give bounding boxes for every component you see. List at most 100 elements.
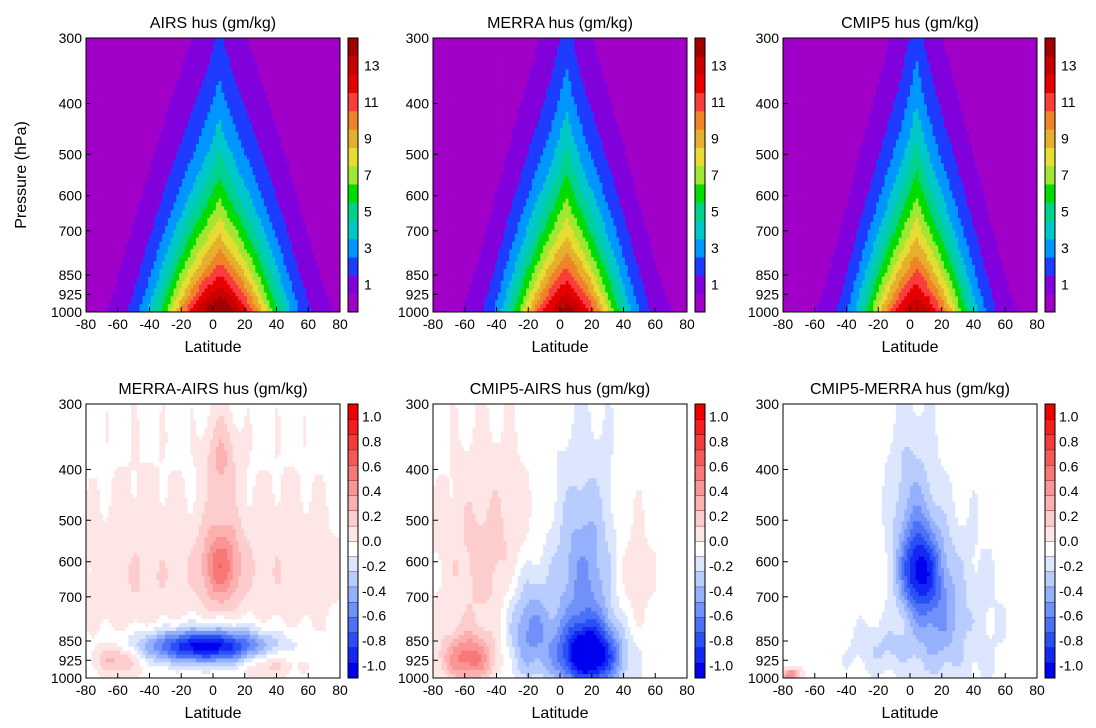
field-cell <box>246 38 251 43</box>
field-cell <box>142 190 146 195</box>
field-cell <box>133 159 138 164</box>
field-cell <box>204 61 208 66</box>
field-cell <box>122 124 126 129</box>
field-cell <box>167 221 172 227</box>
field-cell <box>187 100 191 105</box>
field-cell <box>210 182 214 188</box>
field-cell <box>221 38 225 43</box>
field-cell <box>114 178 118 184</box>
field-cell <box>131 229 135 235</box>
field-cell <box>179 38 183 43</box>
field-cell <box>88 81 93 86</box>
field-cell <box>156 128 160 133</box>
field-cell <box>91 100 95 105</box>
field-cell <box>269 221 273 227</box>
field-cell <box>91 175 95 180</box>
field-cell <box>133 41 138 47</box>
field-cell <box>286 84 290 90</box>
field-cell <box>179 218 183 223</box>
field-cell <box>249 221 253 227</box>
field-cell <box>244 245 248 250</box>
field-cell <box>277 229 282 235</box>
field-cell <box>269 245 273 250</box>
field-cell <box>297 104 301 109</box>
field-cell <box>283 139 287 145</box>
field-cell <box>229 167 234 172</box>
field-cell <box>238 241 242 246</box>
field-cell <box>263 120 268 125</box>
field-cell <box>111 206 115 211</box>
field-cell <box>249 182 253 188</box>
field-cell <box>303 73 307 78</box>
field-cell <box>249 57 253 62</box>
field-cell <box>280 155 284 160</box>
field-cell <box>187 77 191 82</box>
y-axis-label: Pressure (hPa) <box>13 121 30 229</box>
field-cell <box>122 233 126 239</box>
field-cell <box>136 49 141 55</box>
field-cell <box>184 163 188 168</box>
field-cell <box>331 38 335 43</box>
field-cell <box>328 77 332 82</box>
field-cell <box>303 53 307 58</box>
field-cell <box>297 147 301 152</box>
field-cell <box>136 190 141 195</box>
field-cell <box>156 84 160 90</box>
field-cell <box>94 61 98 66</box>
field-cell <box>187 190 191 195</box>
field-cell <box>244 139 248 145</box>
field-cell <box>156 206 160 211</box>
field-cell <box>292 202 296 207</box>
field-cell <box>162 210 166 215</box>
field-cell <box>170 38 174 43</box>
field-cell <box>184 245 188 250</box>
field-cell <box>187 41 191 47</box>
field-cell <box>215 96 220 102</box>
field-cell <box>100 57 104 62</box>
field-cell <box>283 77 287 82</box>
field-cell <box>241 41 245 47</box>
field-cell <box>210 218 214 223</box>
field-cell <box>266 143 270 148</box>
field-cell <box>114 131 118 137</box>
field-cell <box>249 218 253 223</box>
field-cell <box>210 131 214 137</box>
field-cell <box>241 100 245 105</box>
field-cell <box>300 96 304 102</box>
field-cell <box>204 198 208 203</box>
field-cell <box>133 175 138 180</box>
field-cell <box>131 186 135 192</box>
field-cell <box>292 218 296 223</box>
field-cell <box>263 210 268 215</box>
field-cell <box>215 61 220 66</box>
field-cell <box>97 124 101 129</box>
field-cell <box>260 131 265 137</box>
field-cell <box>100 135 104 141</box>
field-cell <box>229 233 234 239</box>
field-cell <box>258 210 262 215</box>
field-cell <box>111 182 115 188</box>
field-cell <box>317 206 321 211</box>
field-cell <box>227 210 231 215</box>
field-cell <box>148 116 152 121</box>
field-cell <box>263 186 268 192</box>
field-cell <box>133 104 138 109</box>
field-cell <box>122 151 126 156</box>
field-cell <box>170 151 174 156</box>
field-cell <box>176 225 180 231</box>
field-cell <box>94 124 98 129</box>
field-cell <box>181 104 186 109</box>
field-cell <box>277 221 282 227</box>
field-cell <box>246 53 251 58</box>
field-cell <box>260 92 265 98</box>
field-cell <box>162 167 166 172</box>
field-cell <box>323 190 327 195</box>
field-cell <box>176 69 180 74</box>
field-cell <box>269 120 273 125</box>
field-cell <box>105 163 109 168</box>
field-cell <box>165 143 169 148</box>
field-cell <box>145 155 149 160</box>
field-cell <box>325 214 330 219</box>
field-cell <box>179 135 183 141</box>
field-cell <box>207 202 211 207</box>
